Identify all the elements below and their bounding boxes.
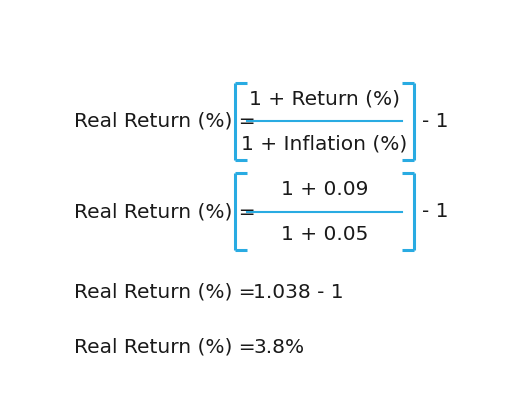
- Text: 3.8%: 3.8%: [254, 338, 305, 357]
- Text: Real Return (%) =: Real Return (%) =: [74, 338, 256, 357]
- Text: 1 + 0.09: 1 + 0.09: [281, 179, 368, 199]
- Text: 1 + 0.05: 1 + 0.05: [281, 225, 368, 244]
- Text: 1 + Return (%): 1 + Return (%): [249, 89, 400, 108]
- Text: - 1: - 1: [422, 202, 449, 221]
- Text: - 1: - 1: [422, 112, 449, 131]
- Text: Real Return (%) =: Real Return (%) =: [74, 283, 256, 302]
- Text: 1.038 - 1: 1.038 - 1: [254, 283, 344, 302]
- Text: 1 + Inflation (%): 1 + Inflation (%): [241, 134, 408, 153]
- Text: Real Return (%) =: Real Return (%) =: [74, 112, 256, 131]
- Text: Real Return (%) =: Real Return (%) =: [74, 202, 256, 221]
